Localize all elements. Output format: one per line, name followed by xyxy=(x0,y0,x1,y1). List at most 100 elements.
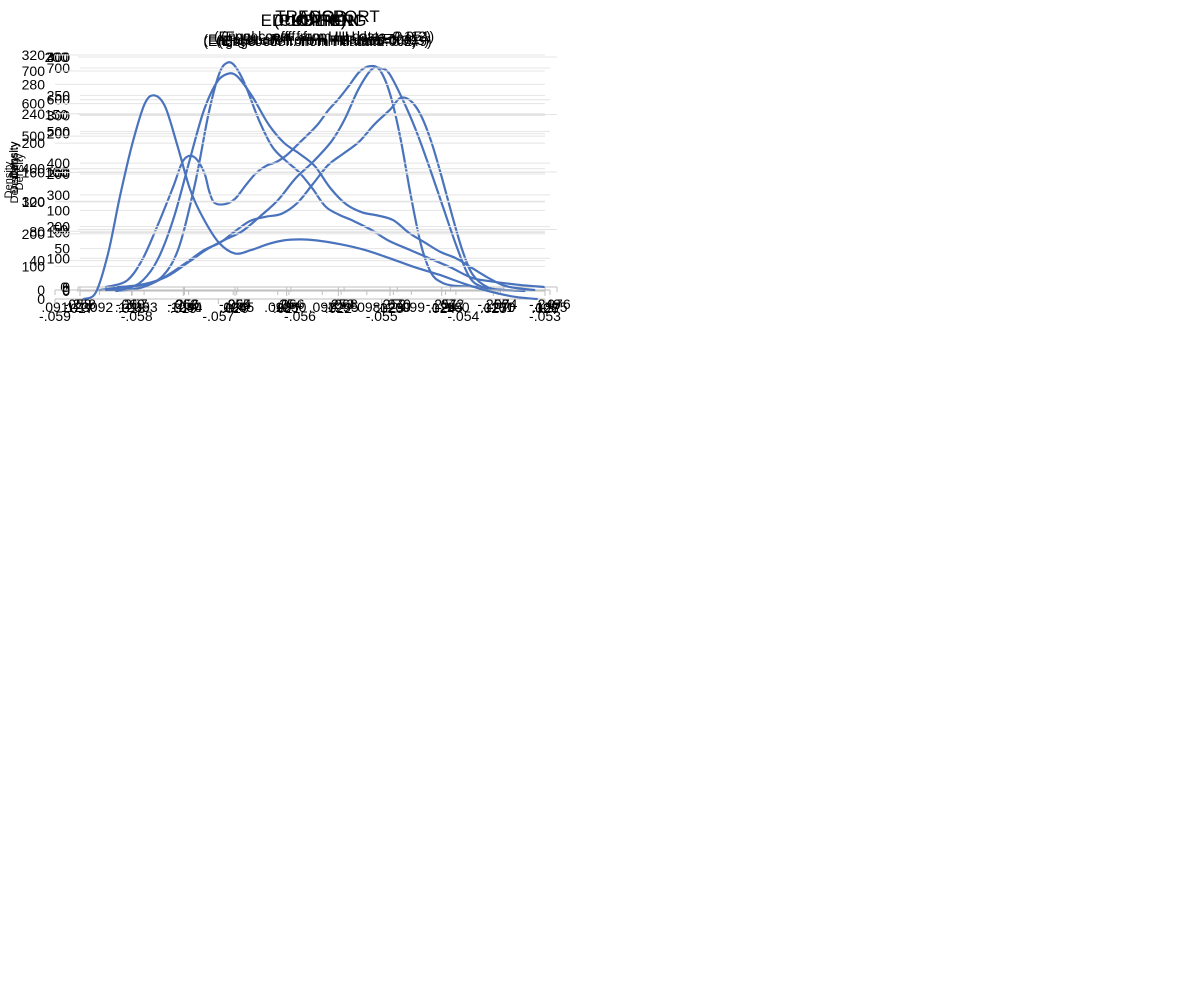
y-tick-label: 0 xyxy=(62,279,70,295)
x-tick-label: -.250 xyxy=(477,296,509,312)
y-tick-label: 100 xyxy=(22,258,46,274)
x-tick-label: .1275 xyxy=(532,299,567,315)
y-tick-label: 320 xyxy=(22,47,46,63)
y-tick-label: 0 xyxy=(37,282,45,298)
x-tick-label: -.255 xyxy=(219,296,251,312)
y-tick-label: 300 xyxy=(47,108,71,124)
y-tick-label: 80 xyxy=(29,223,45,239)
y-tick-label: 120 xyxy=(22,194,46,210)
chart-svg: TRANSPORT (Engel coeff. from HH data=0.05… xyxy=(8,7,571,312)
x-tick-label: -.058 xyxy=(121,308,153,324)
x-tick-label: .1260 xyxy=(376,299,411,315)
x-tick-label: -.057 xyxy=(202,308,234,324)
x-tick-label: .070 xyxy=(384,296,411,312)
y-tick-label: 0 xyxy=(37,291,45,307)
x-tick-label: .064 xyxy=(224,296,251,312)
x-tick-label: .096 xyxy=(264,299,291,315)
y-tick-label: 200 xyxy=(22,226,46,242)
y-tick-label: 250 xyxy=(47,87,71,103)
x-tick-label: .062 xyxy=(171,296,198,312)
y-tick-label: 100 xyxy=(47,225,71,241)
chart-title: CLOTHING xyxy=(279,11,367,30)
x-tick-label: .017 xyxy=(66,300,93,316)
x-tick-label: .091 xyxy=(41,299,68,315)
x-tick-label: .058 xyxy=(64,296,91,312)
y-axis-label: Density xyxy=(9,156,21,193)
x-tick-label: -.253 xyxy=(322,296,354,312)
chart-other: OTHER (Engel coeff. from HH data=0.049) De… xyxy=(0,0,570,328)
chart-transport: TRANSPORT (Engel coeff. from HH data=0.05… xyxy=(0,0,571,322)
chart-svg: (PUBLIC) (Engel coeff. from HH data=0.002… xyxy=(3,11,561,324)
y-tick-label: 400 xyxy=(47,155,71,171)
x-tick-label: .094 xyxy=(175,299,202,315)
x-tick-label: .024 xyxy=(428,300,455,316)
y-tick-label: 200 xyxy=(47,219,71,235)
y-axis-label: Density xyxy=(8,141,20,178)
y-tick-label: 280 xyxy=(22,76,46,92)
x-tick-label: .1270 xyxy=(480,299,515,315)
y-tick-label: 700 xyxy=(22,63,46,79)
x-tick-label: .102 xyxy=(531,299,558,315)
x-tick-label: .026 xyxy=(531,300,558,316)
y-tick-label: 100 xyxy=(47,202,71,218)
x-tick-label: .1265 xyxy=(428,299,463,315)
y-tick-label: 400 xyxy=(47,49,71,65)
y-tick-label: 200 xyxy=(45,49,69,65)
x-tick-label: .018 xyxy=(118,300,145,316)
x-tick-label: .1240 xyxy=(167,299,202,315)
x-tick-label: -.254 xyxy=(271,296,303,312)
y-axis-label: Density xyxy=(3,161,15,198)
chart-subtitle: (Engel coeff. from HH data=-0.112) xyxy=(214,28,431,44)
chart-education: EDUCATION (Engel coeff. from HH data=0.00… xyxy=(0,0,560,320)
x-tick-label: -.256 xyxy=(167,296,199,312)
y-tick-label: 50 xyxy=(54,241,70,257)
y-axis-label: Density xyxy=(9,141,21,178)
x-tick-label: -.258 xyxy=(64,296,96,312)
x-tick-label: -.251 xyxy=(426,296,458,312)
x-tick-label: .098 xyxy=(353,299,380,315)
x-tick-label: .074 xyxy=(490,296,517,312)
y-axis-label: Density xyxy=(14,153,26,190)
x-tick-label: .019 xyxy=(170,300,197,316)
x-tick-label: .025 xyxy=(480,300,507,316)
x-tick-label: .1255 xyxy=(324,299,359,315)
density-curve xyxy=(82,94,538,301)
y-tick-label: 500 xyxy=(22,128,46,144)
x-tick-label: -.056 xyxy=(284,308,316,324)
x-tick-label: .023 xyxy=(376,300,403,316)
y-tick-label: 0 xyxy=(62,283,70,299)
y-tick-label: 400 xyxy=(22,161,46,177)
chart-svg: EDUCATION(Engel coeff. from HH data=0.00… xyxy=(14,11,559,315)
y-tick-label: 200 xyxy=(22,135,46,151)
x-tick-label: .101 xyxy=(487,299,514,315)
chart-subtitle: (Engel coeff. from HH data=0.008) xyxy=(203,31,416,47)
chart-title: OTHER xyxy=(295,11,355,30)
y-axis-label: Density xyxy=(9,166,21,203)
y-tick-label: 200 xyxy=(47,126,71,142)
chart-svg: OTHER (Engel coeff. from HH data=0.049) De… xyxy=(9,11,568,315)
chart-subtitle: (Engel coeff. from HH data=0.051) xyxy=(221,28,434,44)
x-tick-label: .095 xyxy=(220,299,247,315)
x-tick-label: .076 xyxy=(543,296,570,312)
x-tick-label: .1230 xyxy=(62,299,97,315)
x-tick-label: .068 xyxy=(330,296,357,312)
y-tick-label: 160 xyxy=(22,165,46,181)
y-tick-label: 200 xyxy=(47,166,71,182)
y-tick-label: 600 xyxy=(22,96,46,112)
x-tick-label: .099 xyxy=(398,299,425,315)
x-tick-label: .020 xyxy=(221,300,248,316)
chart-public: (PUBLIC) (Engel coeff. from HH data=0.002… xyxy=(0,0,562,328)
y-tick-label: 40 xyxy=(29,253,45,269)
chart-subtitle: (Engel coeff. from HH data=0.002) xyxy=(203,33,416,49)
y-tick-label: 300 xyxy=(47,187,71,203)
x-tick-label: .066 xyxy=(277,296,304,312)
chart-subtitle: (Engel coeff. from HH data=0.049) xyxy=(218,33,431,49)
density-curve xyxy=(116,61,545,289)
x-tick-label: -.053 xyxy=(529,308,561,324)
chart-subtitle: (Engel coeff. from HH data=0.003) xyxy=(216,32,429,48)
x-tick-label: .097 xyxy=(309,299,336,315)
chart-title: (PUBLIC) xyxy=(274,11,347,30)
chart-title: FOOD xyxy=(298,7,347,26)
x-tick-label: -.055 xyxy=(366,308,398,324)
y-tick-label: 500 xyxy=(47,123,71,139)
